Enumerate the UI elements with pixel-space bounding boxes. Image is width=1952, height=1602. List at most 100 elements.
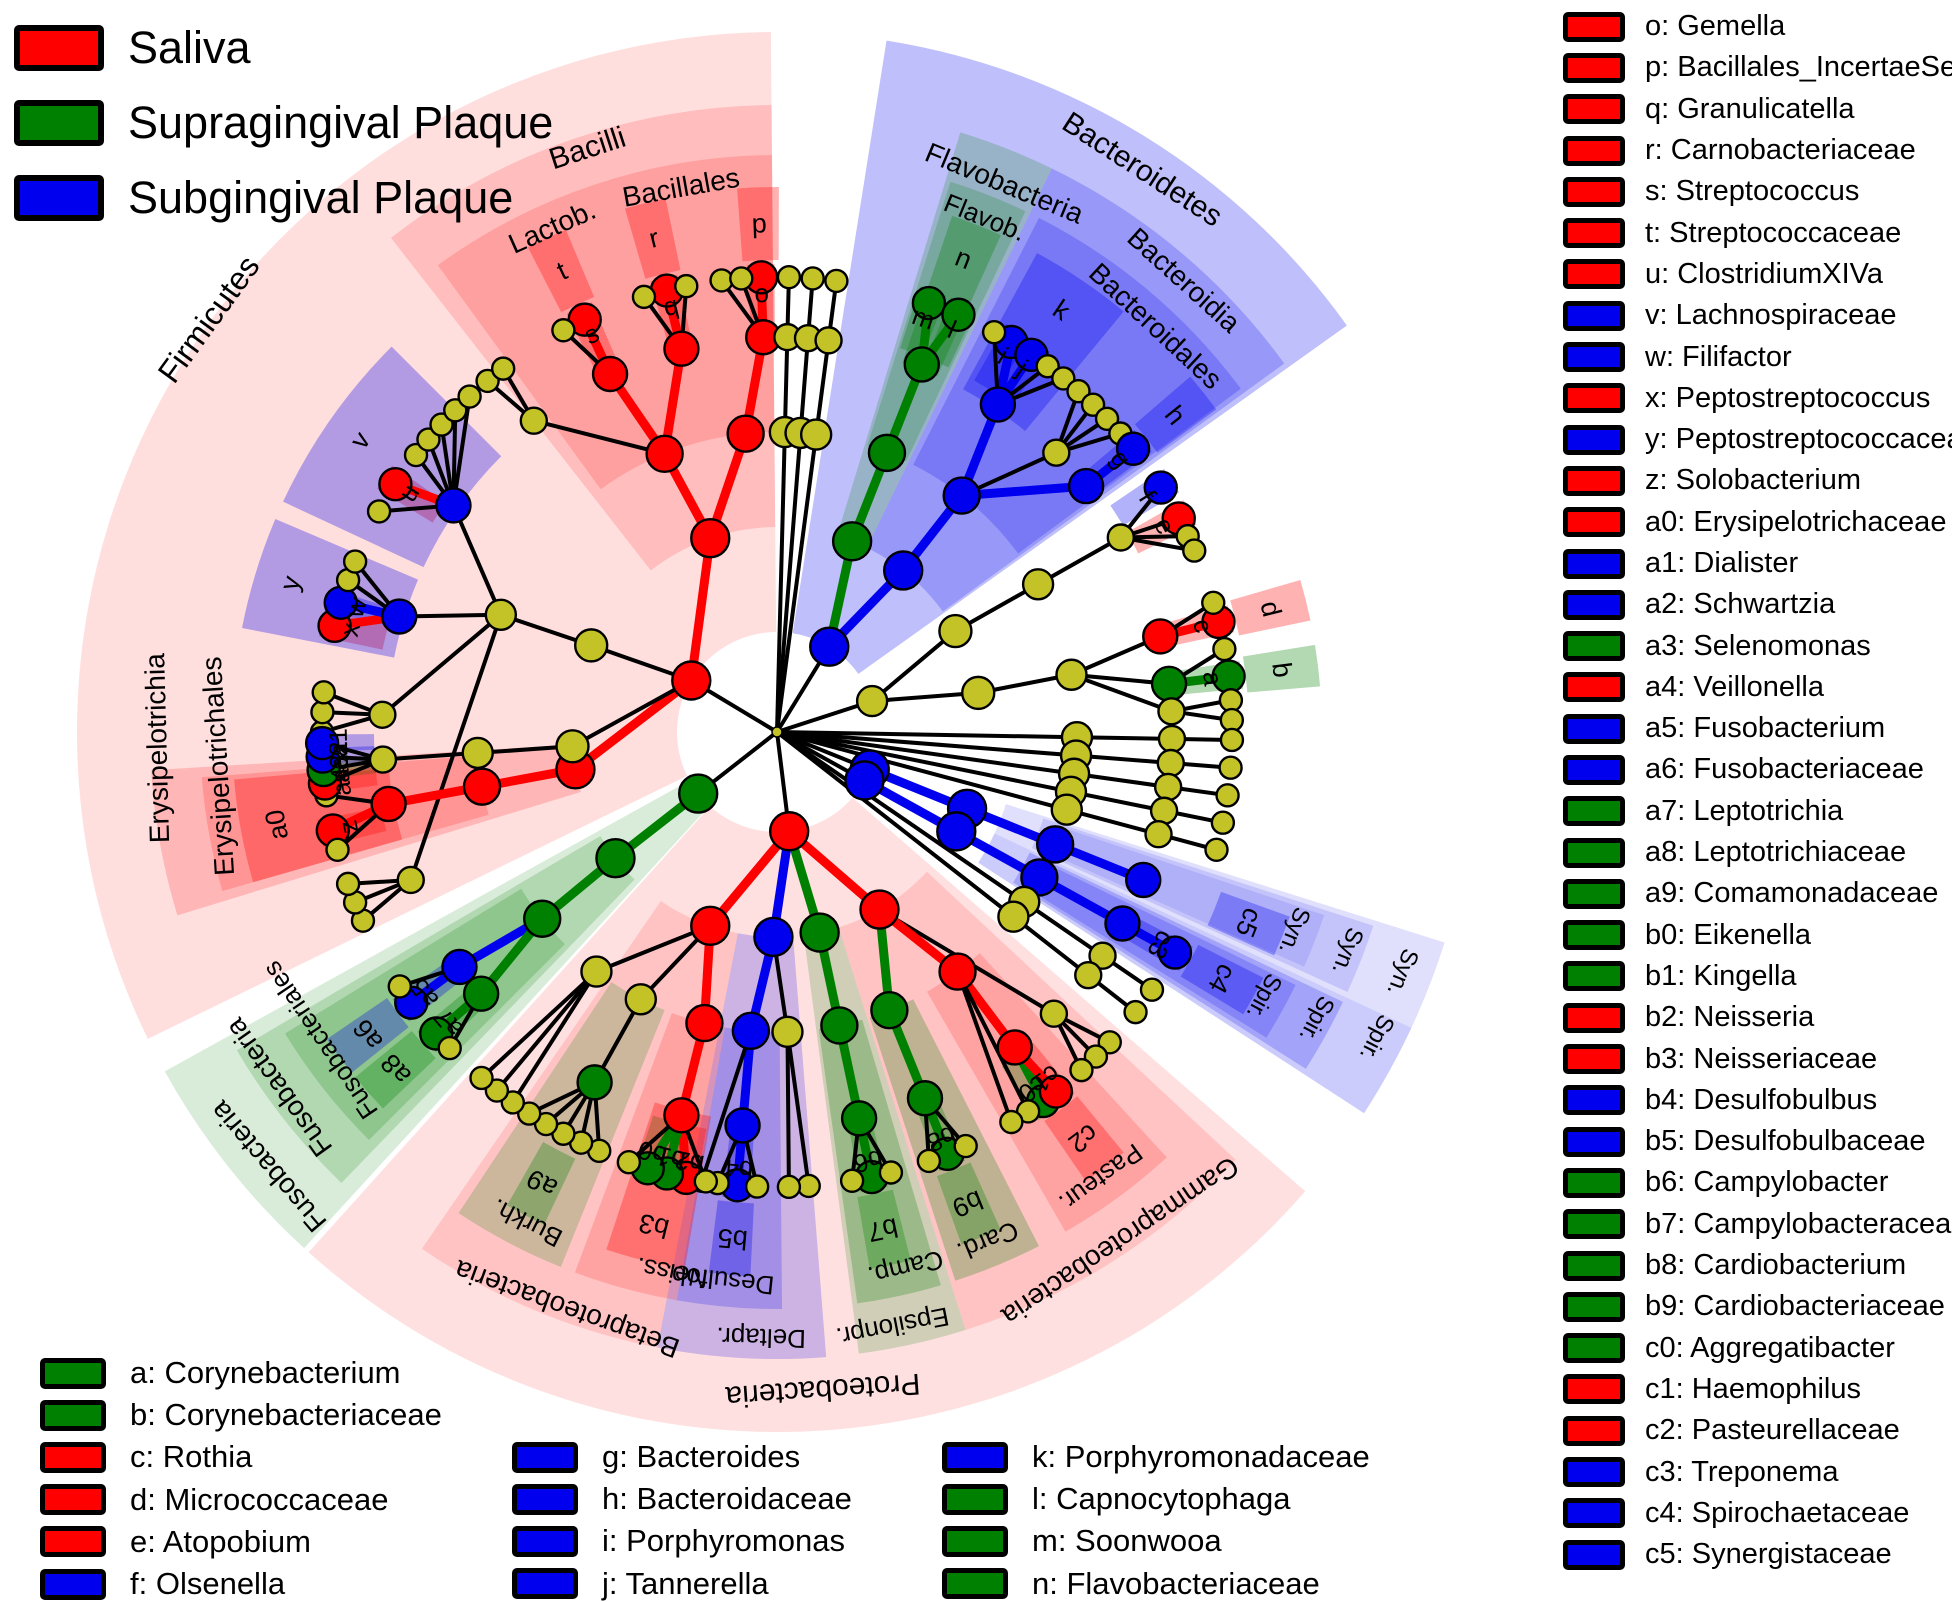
tree-edge — [775, 730, 1069, 812]
taxon-node-fB7 — [840, 1100, 878, 1137]
legend-swatch-icon — [1563, 1498, 1625, 1529]
taxon-node-cClo — [574, 628, 609, 663]
tree-edge — [594, 923, 713, 974]
family-letter-b3: b3 — [636, 1208, 672, 1244]
legend-swatch-icon — [1563, 1250, 1625, 1281]
taxon-node-fA0 — [370, 785, 407, 823]
taxon-node-oBcl — [726, 414, 765, 453]
taxon-node-g6 — [953, 1133, 978, 1159]
legend-swatch-icon — [14, 174, 104, 221]
taxon-node-oFu — [523, 899, 562, 938]
taxon-node-j5 — [516, 1101, 542, 1126]
legend-item: b3: Neisseriaceae — [1563, 1038, 1952, 1079]
taxon-node-mm1_5 — [1218, 755, 1243, 780]
family-box-b5 — [708, 1200, 754, 1277]
taxon-node-oBu — [624, 983, 658, 1016]
legend-swatch-icon — [1563, 424, 1625, 455]
legend-label: c0: Aggregatibacter — [1645, 1331, 1895, 1364]
family-box-b9 — [936, 1162, 1001, 1245]
tree-edge — [955, 969, 1031, 1114]
taxon-node-oClo — [484, 598, 518, 631]
genus-letter-a4: a4 — [324, 766, 357, 798]
taxon-node-fB3 — [663, 1097, 700, 1134]
taxon-node-fYB — [519, 406, 549, 435]
legend-item: x: Peptostreptococcus — [1563, 378, 1952, 419]
legend-swatch-icon — [1563, 1333, 1625, 1364]
legend-item: j: Tannerella — [512, 1563, 852, 1602]
taxon-node-fL — [1143, 470, 1178, 505]
legend-item: c3: Treponema — [1563, 1451, 1952, 1492]
legend-swatch-icon — [942, 1568, 1008, 1600]
taxon-node-h1 — [744, 1174, 770, 1199]
legend-swatch-icon — [1563, 754, 1625, 785]
legend-swatch-icon — [1563, 300, 1625, 331]
taxon-node-cBe — [690, 905, 731, 947]
tree-edge — [531, 418, 667, 456]
genus-letter-o: o — [754, 278, 770, 308]
taxon-node-cSp — [936, 811, 977, 852]
legend-label: b2: Neisseria — [1645, 1001, 1815, 1034]
legend-item: a2: Schwartzia — [1563, 584, 1952, 625]
taxon-node-ml1_4 — [1074, 960, 1103, 990]
taxon-node-mm2_5 — [1215, 783, 1240, 808]
taxon-node-fK — [979, 386, 1017, 423]
taxon-node-c3y — [335, 871, 361, 897]
legend-swatch-icon — [1563, 465, 1625, 496]
legend-swatch-icon — [1563, 878, 1625, 909]
taxon-node-y2 — [631, 284, 657, 310]
taxon-node-ml1_3 — [997, 900, 1030, 933]
taxon-node-oLac — [645, 434, 684, 474]
taxon-node-gL — [1115, 431, 1151, 466]
taxon-node-fV — [435, 487, 472, 524]
family-letter-p: p — [751, 208, 767, 239]
taxon-node-mm4_5 — [1204, 837, 1229, 862]
taxon-node-g5 — [999, 1109, 1024, 1135]
legend-item: w: Filifactor — [1563, 336, 1952, 377]
taxon-node-mm4_4 — [1144, 820, 1173, 849]
legend-label: b6: Campylobacter — [1645, 1166, 1889, 1199]
taxon-node-cFu — [595, 838, 636, 879]
taxon-node-i2 — [616, 1150, 642, 1175]
taxon-node-y5 — [729, 266, 754, 291]
legend-swatch-icon — [1563, 176, 1625, 207]
legend-label: Saliva — [128, 21, 251, 73]
tree-edge — [705, 826, 794, 931]
taxon-wedge — [421, 900, 738, 1348]
taxon-node-pP — [768, 811, 810, 852]
taxon-node-oEry — [462, 767, 502, 806]
taxon-node-oNe — [685, 1003, 724, 1043]
legend-label: c1: Haemophilus — [1645, 1372, 1861, 1405]
legend-item: Supragingival Plaque — [14, 85, 553, 160]
taxon-node-fA8 — [462, 975, 500, 1012]
taxon-node-mt1_5 — [800, 266, 825, 291]
legend-item: b7: Campylobacteraceae — [1563, 1204, 1952, 1245]
legend-label: m: Soonwooa — [1032, 1523, 1222, 1559]
taxon-node-cDe — [753, 916, 794, 958]
legend-swatch-icon — [1563, 52, 1625, 83]
ring-label: Erysipelotrichia — [139, 653, 175, 844]
legend-label: d: Micrococcaceae — [130, 1481, 389, 1517]
legend-item: v: Lachnospiraceae — [1563, 295, 1952, 336]
taxon-node-mm0_5 — [1219, 727, 1245, 753]
taxon-node-fB9 — [906, 1080, 944, 1117]
legend-swatch-icon — [1563, 11, 1625, 42]
legend-item: b8: Cardiobacterium — [1563, 1245, 1952, 1286]
taxon-node-mm3_4 — [1149, 796, 1179, 825]
taxon-node-mm2_4 — [1153, 772, 1183, 802]
legend-label: b8: Cardiobacterium — [1645, 1249, 1907, 1282]
family-box-a9 — [506, 1141, 576, 1225]
tree-edge — [870, 629, 958, 704]
legend-item: a6: Fusobacteriaceae — [1563, 749, 1952, 790]
taxon-node-u2 — [437, 1035, 462, 1061]
legend-label: u: ClostridiumXIVa — [1645, 257, 1883, 290]
taxon-node-root — [771, 726, 783, 738]
taxon-node-a1L — [304, 725, 340, 761]
legend-item: b6: Campylobacter — [1563, 1162, 1952, 1203]
legend-label: j: Tannerella — [602, 1565, 769, 1601]
legend-label: Subgingival Plaque — [128, 171, 514, 223]
legend-swatch-icon — [1563, 548, 1625, 579]
tree-edge — [494, 969, 599, 1093]
family-box-a8 — [355, 1030, 436, 1109]
legend-label: q: Granulicatella — [1645, 92, 1855, 125]
